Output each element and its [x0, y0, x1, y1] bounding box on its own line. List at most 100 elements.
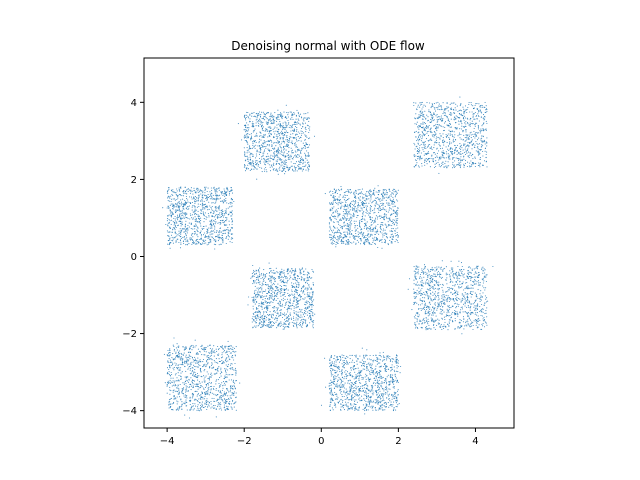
scatter-point — [223, 232, 225, 234]
scatter-point — [279, 280, 281, 282]
scatter-point — [281, 291, 283, 293]
scatter-point — [436, 116, 438, 118]
scatter-point — [295, 118, 297, 120]
scatter-point — [271, 116, 273, 118]
scatter-point — [202, 202, 204, 204]
scatter-point — [203, 213, 205, 215]
scatter-point — [259, 319, 261, 321]
scatter-point — [437, 127, 439, 129]
scatter-point — [360, 192, 362, 194]
scatter-point — [256, 292, 258, 294]
scatter-point — [380, 224, 382, 226]
scatter-point — [309, 137, 311, 139]
scatter-point — [469, 154, 471, 156]
scatter-point — [431, 104, 434, 106]
scatter-point — [217, 198, 219, 200]
scatter-point — [308, 317, 310, 319]
scatter-point — [347, 218, 349, 220]
scatter-point — [179, 239, 181, 241]
scatter-point — [293, 325, 295, 328]
scatter-point — [486, 110, 488, 112]
scatter-point — [183, 204, 185, 206]
scatter-point — [455, 109, 457, 111]
scatter-point — [442, 120, 444, 122]
scatter-point — [378, 216, 380, 218]
scatter-point — [283, 111, 285, 113]
scatter-point — [273, 131, 275, 133]
scatter-point — [286, 166, 288, 168]
scatter-point — [211, 209, 213, 211]
scatter-point — [230, 187, 232, 189]
scatter-point — [421, 134, 423, 136]
scatter-point — [246, 168, 248, 170]
scatter-point — [263, 134, 265, 136]
scatter-point — [329, 203, 331, 205]
scatter-point — [304, 282, 307, 284]
scatter-point — [417, 143, 419, 145]
scatter-point — [287, 119, 289, 122]
scatter-point — [221, 192, 223, 194]
scatter-point — [360, 233, 362, 235]
scatter-point — [414, 148, 416, 150]
scatter-point — [330, 230, 333, 232]
scatter-point — [292, 169, 294, 171]
scatter-point — [346, 208, 348, 210]
scatter-point — [197, 203, 199, 205]
scatter-point — [385, 214, 387, 216]
scatter-point — [337, 229, 339, 231]
scatter-point — [435, 128, 437, 130]
scatter-point — [265, 319, 267, 321]
scatter-point — [474, 156, 476, 158]
scatter-point — [282, 297, 284, 299]
scatter-point — [336, 210, 339, 212]
scatter-point — [283, 169, 285, 171]
scatter-point — [190, 237, 192, 239]
scatter-point — [222, 219, 224, 222]
scatter-point — [287, 170, 289, 172]
scatter-point — [275, 149, 278, 151]
scatter-point — [385, 209, 387, 211]
scatter-point — [372, 210, 374, 212]
scatter-point — [300, 130, 302, 132]
scatter-point — [482, 117, 484, 119]
scatter-point — [438, 105, 440, 107]
scatter-point — [266, 159, 268, 161]
scatter-point — [180, 213, 182, 215]
scatter-point — [393, 224, 395, 226]
scatter-point — [389, 236, 392, 238]
scatter-point — [195, 225, 197, 228]
scatter-point — [471, 140, 473, 142]
scatter-point — [228, 232, 230, 234]
scatter-point — [293, 273, 295, 276]
scatter-point — [246, 111, 248, 113]
scatter-point — [294, 273, 296, 275]
scatter-point — [446, 106, 448, 108]
scatter-point — [311, 268, 313, 271]
scatter-point — [272, 291, 274, 293]
scatter-point — [477, 110, 480, 112]
scatter-point — [276, 169, 278, 171]
scatter-point — [194, 219, 196, 221]
scatter-point — [269, 270, 272, 272]
scatter-point — [275, 168, 277, 170]
scatter-point — [180, 237, 182, 240]
scatter-point — [270, 149, 272, 152]
scatter-point — [263, 315, 266, 317]
scatter-point — [291, 286, 293, 288]
scatter-point — [449, 123, 451, 125]
scatter-point — [396, 240, 398, 242]
scatter-point — [261, 128, 263, 130]
scatter-point — [351, 208, 353, 210]
scatter-point — [270, 286, 272, 288]
scatter-point — [366, 207, 368, 209]
scatter-point — [208, 227, 210, 229]
scatter-point — [299, 271, 301, 274]
scatter-point — [309, 312, 311, 314]
scatter-point — [270, 301, 272, 303]
scatter-point — [445, 157, 447, 159]
scatter-point — [190, 215, 192, 217]
scatter-point — [251, 152, 253, 154]
scatter-point — [297, 318, 299, 320]
scatter-point — [293, 305, 295, 308]
scatter-point — [226, 217, 228, 219]
